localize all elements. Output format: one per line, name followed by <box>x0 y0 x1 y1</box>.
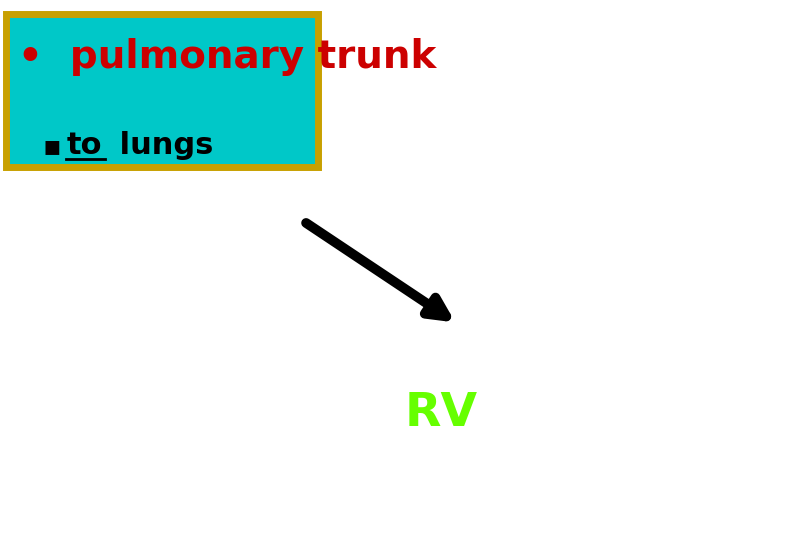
Text: •  pulmonary trunk: • pulmonary trunk <box>18 38 436 76</box>
FancyBboxPatch shape <box>6 14 318 167</box>
Text: ▪: ▪ <box>42 132 61 160</box>
Text: RV: RV <box>405 390 478 436</box>
Text: to: to <box>66 131 102 160</box>
Text: lungs: lungs <box>109 131 214 160</box>
